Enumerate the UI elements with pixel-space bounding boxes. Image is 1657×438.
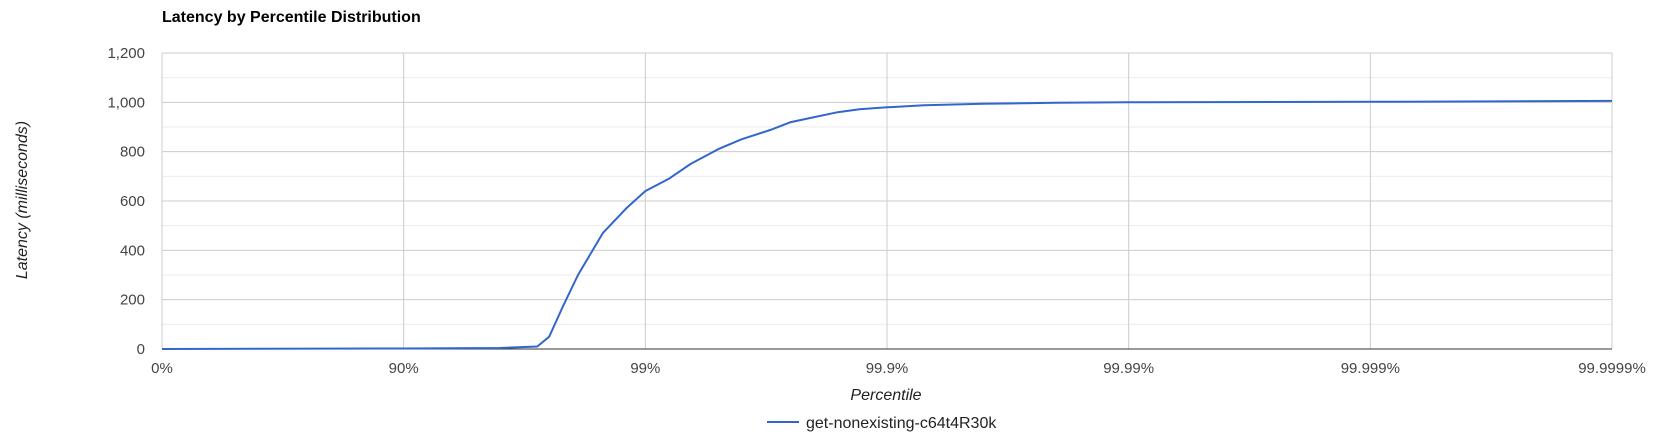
grid [161,52,1613,350]
legend[interactable]: get-nonexisting-c64t4R30k [767,415,997,432]
x-tick-label: 99% [630,360,660,377]
chart-title: Latency by Percentile Distribution [162,9,421,26]
x-tick-label: 99.9999% [1578,360,1646,377]
series-layer [161,99,1613,350]
legend-label: get-nonexisting-c64t4R30k [806,415,997,432]
x-tick-label: 99.99% [1103,360,1154,377]
x-axis-title: Percentile [850,387,921,404]
x-axis-ticks: 0% 90% 99% 99.9% 99.99% 99.999% 99.9999% [151,360,1646,377]
y-tick-label: 600 [120,193,145,210]
series-line [161,99,1613,350]
x-tick-label: 90% [389,360,419,377]
y-tick-label: 800 [120,144,145,161]
y-tick-label: 400 [120,242,145,259]
x-tick-label: 0% [151,360,173,377]
x-tick-label: 99.999% [1341,360,1400,377]
y-axis-ticks: 0 200 400 600 800 1,000 1,200 [107,45,145,358]
y-tick-label: 0 [137,341,145,358]
y-tick-label: 200 [120,292,145,309]
x-tick-label: 99.9% [866,360,909,377]
y-tick-label: 1,200 [107,45,145,62]
y-axis-title: Latency (milliseconds) [14,121,31,279]
y-tick-label: 1,000 [107,94,145,111]
